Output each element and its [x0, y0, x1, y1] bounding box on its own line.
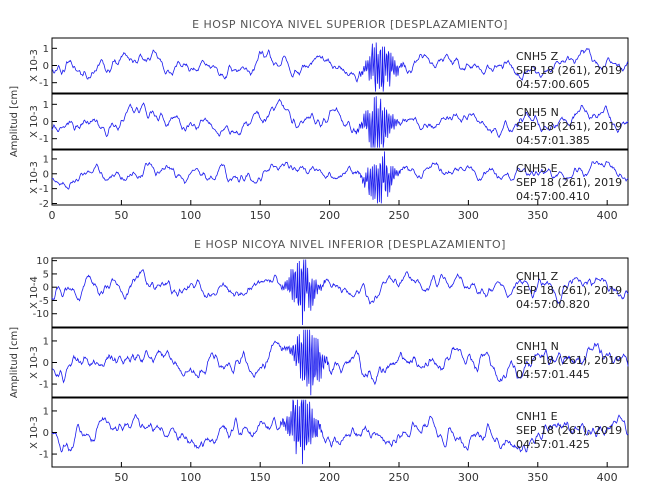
time-label: 04:57:01.425 [516, 438, 590, 451]
time-label: 04:57:00.820 [516, 298, 590, 311]
time-label: 04:57:00.605 [516, 78, 590, 91]
y-tick-label: -1 [39, 450, 49, 461]
station-label: CNH5 N [516, 106, 559, 119]
y-tick-label: 1 [43, 44, 49, 55]
y-tick-label: 0 [43, 117, 49, 128]
y-tick-label: -1 [39, 134, 49, 145]
x-tick-label: 400 [597, 471, 618, 484]
waveform-trace [51, 42, 629, 92]
scale-label: X 10-3 [29, 416, 40, 449]
y-tick-label: 0 [43, 428, 49, 439]
time-label: 04:57:01.385 [516, 134, 590, 147]
y-tick-label: -5 [39, 296, 49, 307]
time-label: 04:57:01.445 [516, 368, 590, 381]
date-label: SEP 18 (261), 2019 [516, 354, 622, 367]
scale-label: X 10-3 [29, 105, 40, 138]
y-tick-label: 0 [43, 358, 49, 369]
waveform-trace [51, 259, 629, 326]
x-tick-label: 0 [49, 209, 56, 222]
y-tick-label: 0 [43, 169, 49, 180]
station-label: CNH1 N [516, 340, 559, 353]
x-tick-label: 250 [388, 209, 409, 222]
waveform-trace [51, 399, 629, 465]
chart-title-superior: E HOSP NICOYA NIVEL SUPERIOR [DESPLAZAMI… [192, 18, 508, 31]
waveform-trace [51, 151, 629, 204]
station-label: CNH5 Z [516, 50, 559, 63]
y-tick-label: 1 [43, 406, 49, 417]
date-label: SEP 18 (261), 2019 [516, 176, 622, 189]
date-label: SEP 18 (261), 2019 [516, 64, 622, 77]
x-tick-label: 200 [319, 209, 340, 222]
x-tick-label: 300 [458, 209, 479, 222]
waveform-trace [51, 96, 629, 148]
y-tick-label: 1 [43, 336, 49, 347]
y-tick-label: -1 [39, 380, 49, 391]
station-label: CNH1 E [516, 410, 558, 423]
date-label: SEP 18 (261), 2019 [516, 284, 622, 297]
scale-label: X 10-4 [29, 276, 40, 309]
y-tick-label: 5 [43, 269, 49, 280]
x-tick-label: 400 [597, 209, 618, 222]
y-tick-label: 1 [43, 154, 49, 165]
x-tick-label: 350 [527, 209, 548, 222]
station-label: CNH1 Z [516, 270, 559, 283]
panel-frame [51, 149, 629, 206]
scale-label: X 10-3 [29, 161, 40, 194]
date-label: SEP 18 (261), 2019 [516, 424, 622, 437]
x-tick-label: 250 [388, 471, 409, 484]
x-tick-label: 150 [250, 471, 271, 484]
y-tick-label: -2 [39, 199, 49, 210]
panel-frame [51, 257, 629, 328]
scale-label: X 10-3 [29, 49, 40, 82]
y-tick-label: 1 [43, 100, 49, 111]
chart-title-inferior: E HOSP NICOYA NIVEL INFERIOR [DESPLAZAMI… [194, 238, 506, 251]
y-tick-label: 0 [43, 283, 49, 294]
y-tick-label: -1 [39, 184, 49, 195]
waveform-trace [52, 329, 629, 396]
time-label: 04:57:00.410 [516, 190, 590, 203]
y-tick-label: 10 [36, 256, 49, 267]
x-tick-label: 300 [458, 471, 479, 484]
x-tick-label: 100 [180, 209, 201, 222]
x-tick-label: 50 [114, 209, 128, 222]
x-tick-label: 150 [250, 209, 271, 222]
y-tick-label: 0 [43, 61, 49, 72]
x-tick-label: 200 [319, 471, 340, 484]
date-label: SEP 18 (261), 2019 [516, 120, 622, 133]
y-tick-label: -1 [39, 78, 49, 89]
x-tick-label: 350 [527, 471, 548, 484]
x-tick-label: 50 [114, 471, 128, 484]
y-axis-label: Amplitud [cm] [9, 86, 20, 157]
scale-label: X 10-3 [29, 346, 40, 379]
y-axis-label: Amplitud [cm] [9, 327, 20, 398]
y-tick-label: -10 [33, 309, 49, 320]
station-label: CNH5 E [516, 162, 558, 175]
x-tick-label: 100 [180, 471, 201, 484]
